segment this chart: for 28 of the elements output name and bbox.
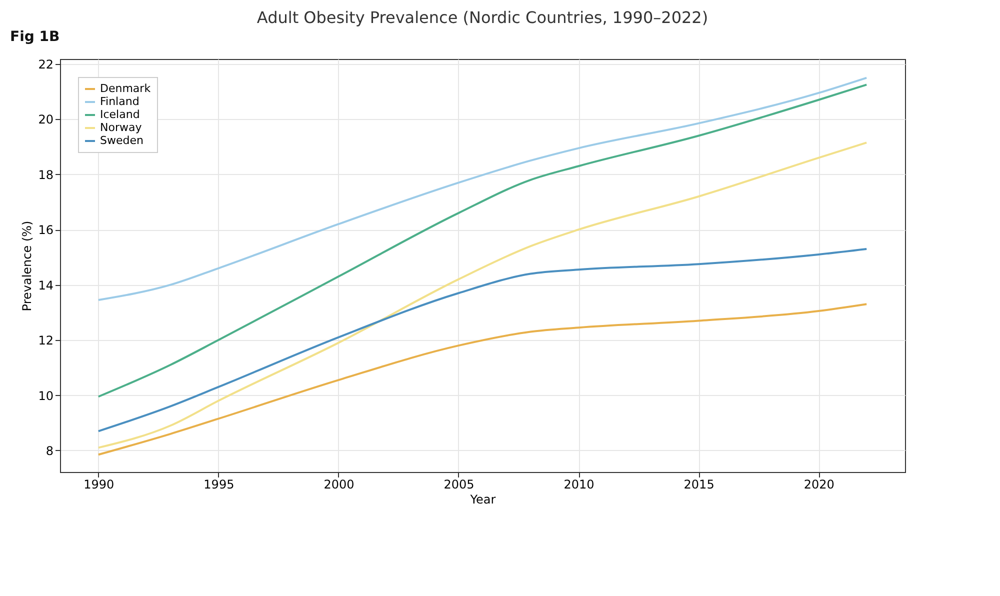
x-tick-label: 1990 [84,478,114,492]
x-tick-label: 2005 [444,478,474,492]
y-axis-title: Prevalence (%) [20,220,34,312]
x-tick-label: 2010 [564,478,594,492]
x-axis-title: Year [469,492,496,506]
y-tick-label: 8 [46,444,54,458]
legend-label: Finland [100,95,140,108]
legend-label: Norway [100,121,142,134]
line-series [97,248,868,432]
line-series [97,303,868,456]
y-tick-label: 22 [38,57,54,72]
y-tick-label: 20 [38,112,54,127]
legend-label: Iceland [100,108,140,121]
y-tick-label: 10 [38,388,54,403]
x-tick-label: 2015 [684,478,714,492]
caption: Fig 1B [10,29,60,45]
x-tick-label: 2020 [804,478,834,492]
y-tick-label: 14 [38,278,54,292]
y-tick-label: 16 [38,223,54,238]
y-tick-label: 18 [38,168,54,182]
y-tick-label: 12 [38,334,54,348]
legend-label: Sweden [100,134,144,147]
chart-title: Adult Obesity Prevalence (Nordic Countries, 1990–2022) [256,8,708,27]
line-series [97,76,868,302]
legend-label: Denmark [100,82,152,95]
x-tick-label: 1995 [204,478,234,492]
line-series [97,84,868,398]
x-tick-label: 2000 [324,478,354,492]
